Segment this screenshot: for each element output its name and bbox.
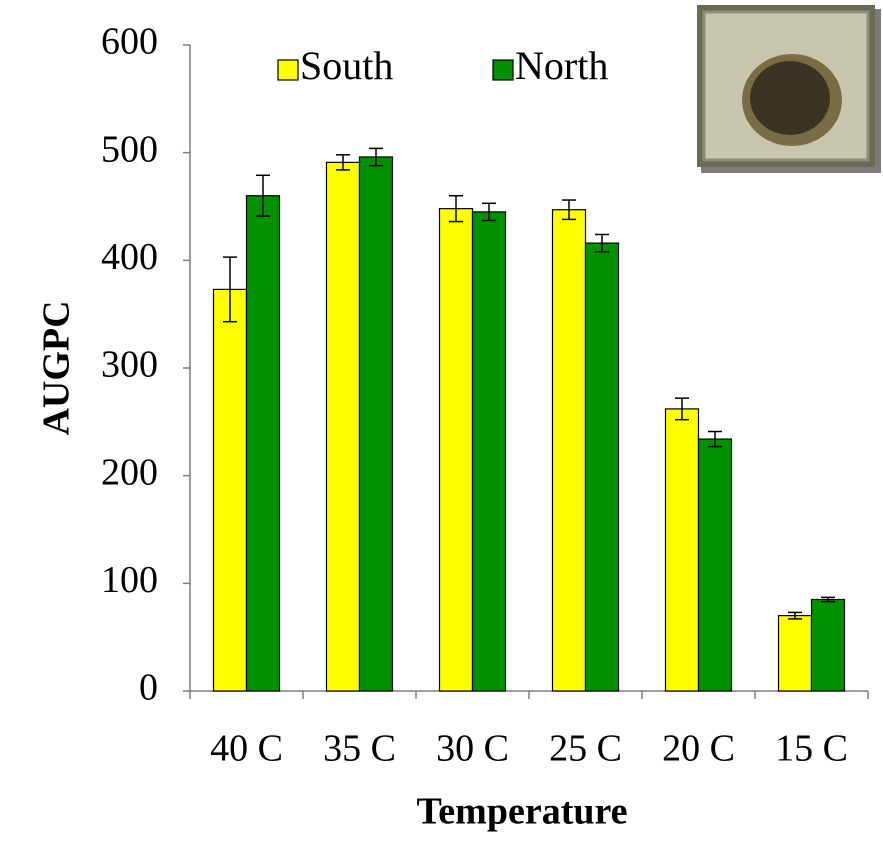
- x-tick-label: 15 C: [775, 728, 848, 770]
- y-axis-label: AUGPC: [36, 300, 78, 435]
- y-tick-label: 200: [101, 451, 158, 493]
- x-tick-label: 20 C: [662, 728, 735, 770]
- x-tick-label: 25 C: [549, 728, 622, 770]
- y-tick-label: 300: [101, 344, 158, 386]
- bar: [358, 156, 394, 692]
- error-bar: [449, 194, 463, 223]
- x-tick-label: 35 C: [323, 728, 396, 770]
- error-bar: [482, 202, 496, 222]
- y-tick-label: 400: [101, 236, 158, 278]
- error-bar: [336, 154, 350, 171]
- x-tick-label: 30 C: [436, 728, 509, 770]
- error-bar: [821, 596, 835, 603]
- y-tick-label: 0: [139, 667, 158, 709]
- error-bar: [562, 199, 576, 221]
- error-bar: [595, 233, 609, 253]
- bar: [325, 161, 361, 692]
- x-axis-label: Temperature: [416, 791, 627, 833]
- y-tick-label: 600: [101, 21, 158, 63]
- bar: [810, 598, 846, 692]
- legend-swatch: [492, 59, 514, 81]
- inset-photo: [697, 5, 881, 173]
- bar: [212, 288, 248, 692]
- error-bar: [256, 174, 270, 217]
- y-tick-label: 100: [101, 559, 158, 601]
- bar: [245, 195, 281, 692]
- bar: [584, 242, 620, 692]
- y-tick-label: 500: [101, 128, 158, 170]
- legend-label: North: [515, 43, 608, 88]
- legend-swatch: [277, 59, 299, 81]
- error-bar: [708, 430, 722, 448]
- bar: [438, 208, 474, 692]
- bar: [697, 438, 733, 692]
- error-bar: [788, 611, 802, 620]
- legend-label: South: [300, 43, 393, 88]
- error-bar: [369, 147, 383, 167]
- error-bar: [675, 397, 689, 421]
- x-tick-label: 40 C: [210, 728, 283, 770]
- bar: [777, 615, 813, 692]
- error-bar: [223, 256, 237, 323]
- bar: [664, 408, 700, 692]
- bar: [471, 211, 507, 692]
- bar: [551, 209, 587, 692]
